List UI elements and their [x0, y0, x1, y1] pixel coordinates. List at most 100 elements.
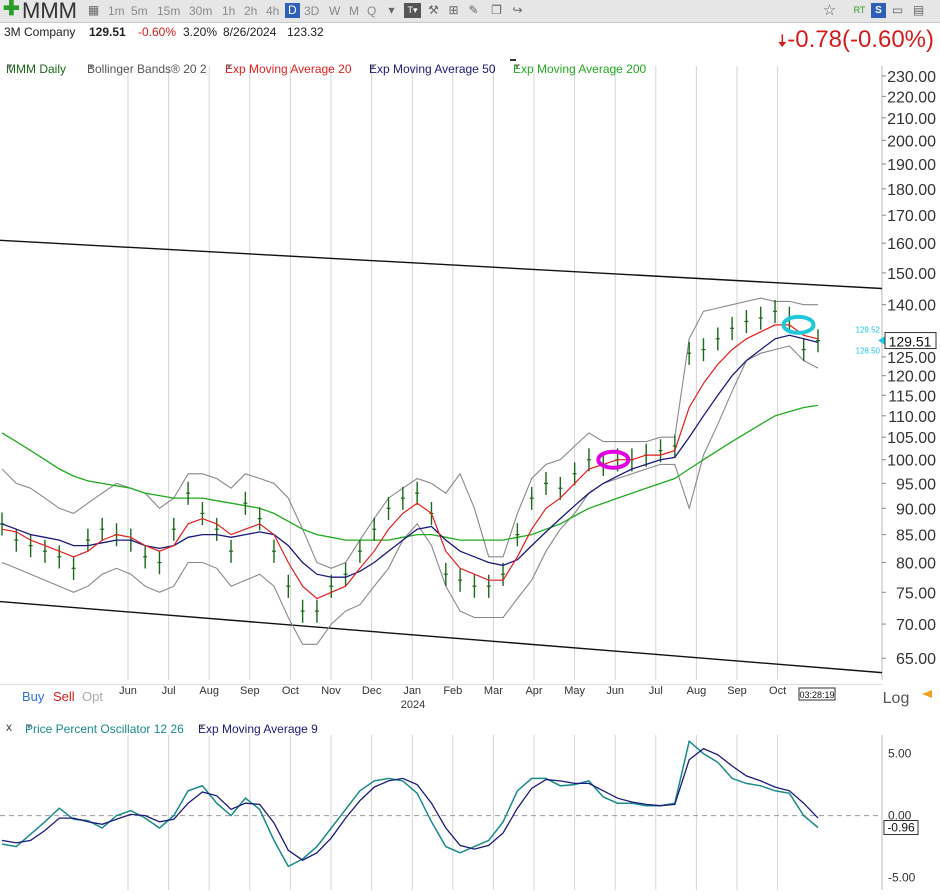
- ema50-line: [1, 334, 819, 578]
- symbol-study-label: MMM Daily: [6, 62, 66, 76]
- trendline-0: [0, 239, 883, 290]
- timeframe-q[interactable]: Q: [367, 4, 377, 18]
- close-icon[interactable]: ▤: [912, 3, 925, 17]
- y-tick-label-6: 95.00: [896, 476, 936, 493]
- month-label-6: Dec: [362, 685, 382, 697]
- opt-button: Opt: [82, 689, 103, 704]
- y-tick-label-12: 125.00: [887, 350, 936, 367]
- caret-icon: ▼: [6, 62, 14, 71]
- y-tick-label-14: 140.00: [887, 298, 936, 315]
- toolbar: ✚ MMM ▦ 1m 5m 15m 30m 1h 2h 4h D 3D W M …: [0, 0, 940, 23]
- timeframe-5m[interactable]: 5m: [131, 4, 148, 18]
- month-label-4: Oct: [282, 685, 299, 697]
- caret-icon: ▼: [198, 722, 206, 731]
- quote-date: 8/26/2024: [223, 25, 277, 39]
- company-name: 3M Company: [4, 25, 76, 39]
- y-tick-label-2: 75.00: [896, 585, 936, 602]
- last-price-axis-label: 129.51: [889, 334, 932, 350]
- osc-y-tick-0: 5.00: [888, 747, 912, 761]
- timeframe-m[interactable]: M: [349, 4, 359, 18]
- plot-background: [0, 66, 882, 680]
- month-label-3: Sep: [240, 685, 260, 697]
- y-tick-label-17: 170.00: [887, 208, 936, 225]
- y-tick-label-3: 80.00: [896, 556, 936, 573]
- oscillator-legend: x Price Percent Oscillator 12 26 ▼ Exp M…: [0, 718, 400, 736]
- timeframe-30m[interactable]: 30m: [189, 4, 213, 18]
- month-label-15: Sep: [727, 685, 747, 697]
- y-tick-label-11: 120.00: [887, 369, 936, 386]
- tile-icon[interactable]: ▦: [87, 3, 100, 17]
- price-chart[interactable]: 65.00 70.00 75.00 80.00 85.00 90.00 95.00 100.0…: [0, 66, 940, 686]
- pencil-icon[interactable]: ✎: [468, 3, 479, 17]
- ema200-study[interactable]: Exp Moving Average 200 ▼: [510, 59, 646, 76]
- caret-icon: ▼: [87, 62, 95, 71]
- y-tick-label-4: 85.00: [896, 528, 936, 545]
- rt-icon[interactable]: RT: [853, 5, 866, 15]
- ema20-line: [1, 324, 819, 600]
- y-tick-label-1: 70.00: [896, 617, 936, 634]
- change-big: 🠇-0.78(-0.60%): [777, 26, 934, 59]
- last-price: 129.51: [89, 25, 126, 39]
- y-tick-label-18: 180.00: [887, 182, 936, 199]
- bb-study-label: Bollinger Bands® 20 2: [87, 62, 207, 76]
- timeframe-15m[interactable]: 15m: [157, 4, 181, 18]
- timeframe-4h[interactable]: 4h: [266, 4, 280, 18]
- month-label-9: Mar: [484, 685, 503, 697]
- star-icon[interactable]: ☆: [822, 2, 837, 19]
- y-tick-label-20: 200.00: [887, 133, 936, 150]
- ema50-study-label: Exp Moving Average 50: [369, 62, 496, 76]
- y-tick-label-21: 210.00: [887, 111, 936, 128]
- copy-icon[interactable]: ❐: [491, 3, 502, 17]
- add-symbol-icon[interactable]: ✚: [3, 0, 20, 20]
- month-label-0: Jun: [119, 685, 137, 697]
- ema200-line: [1, 404, 819, 541]
- timeframe-1h[interactable]: 1h: [222, 4, 236, 18]
- quote-bar: 3M Company 129.51 -0.60% 3.20% 8/26/2024…: [0, 22, 940, 44]
- timeframe-2h[interactable]: 2h: [244, 4, 258, 18]
- time-label: 03:28:19: [799, 690, 834, 700]
- ppo-line: [1, 739, 819, 868]
- timeframe-w[interactable]: W: [329, 4, 341, 18]
- text-tool-icon[interactable]: T▾: [404, 3, 421, 18]
- y-tick-label-22: 220.00: [887, 89, 936, 106]
- bb-upper-value-label: 129.52: [856, 326, 881, 335]
- osc-value-label: -0.96: [887, 821, 915, 835]
- month-label-14: Aug: [687, 685, 707, 697]
- y-tick-label-16: 160.00: [887, 236, 936, 253]
- change-big-value: -0.78(-0.60%): [787, 26, 934, 53]
- price-pointer-icon: [878, 335, 886, 346]
- time-axis: Jun Jul Aug Sep Oct Nov Dec Jan Feb Mar Apr May Jun J…: [0, 684, 932, 711]
- timeframe-1m[interactable]: 1m: [108, 4, 125, 18]
- timeframe-3d[interactable]: 3D: [304, 4, 320, 18]
- oscillator-chart[interactable]: 5.00 0.00 -5.00 -0.96: [0, 735, 940, 895]
- caret-icon: ▼: [513, 62, 521, 71]
- add-study-icon[interactable]: ⊞: [448, 3, 459, 17]
- ema20-study-label: Exp Moving Average 20: [225, 62, 352, 76]
- symbol-label[interactable]: MMM: [22, 0, 77, 23]
- month-label-7: Jan: [403, 685, 421, 697]
- close-pane-icon[interactable]: x: [6, 720, 12, 734]
- chevron-down-icon[interactable]: ▾: [388, 3, 395, 17]
- share-icon[interactable]: ↪: [512, 3, 523, 17]
- ppo-signal-line: [1, 747, 819, 861]
- osc-y-tick-1: 0.00: [888, 809, 912, 823]
- streaming-icon[interactable]: S: [871, 3, 886, 18]
- y-tick-label-8: 105.00: [887, 430, 936, 447]
- bollinger-lower-line: [1, 345, 819, 645]
- ppo-signal-label: Exp Moving Average 9: [198, 722, 318, 736]
- timeframe-d[interactable]: D: [285, 3, 300, 18]
- month-label-16: Oct: [769, 685, 786, 697]
- year-label: 2024: [401, 699, 425, 711]
- minimize-icon[interactable]: ▭: [891, 3, 904, 17]
- osc-y-tick-2: -5.00: [888, 871, 916, 885]
- ppo-study-label: Price Percent Oscillator 12 26: [25, 722, 184, 736]
- caret-icon: ▼: [25, 722, 33, 731]
- prev-value: 123.32: [287, 25, 324, 39]
- month-label-12: Jun: [606, 685, 624, 697]
- tools-icon[interactable]: ⚒: [428, 3, 439, 17]
- month-label-10: Apr: [525, 685, 542, 697]
- caret-icon: ▼: [225, 62, 233, 71]
- y-tick-label-9: 110.00: [888, 409, 936, 426]
- y-tick-label-19: 190.00: [887, 157, 936, 174]
- month-label-8: Feb: [443, 685, 462, 697]
